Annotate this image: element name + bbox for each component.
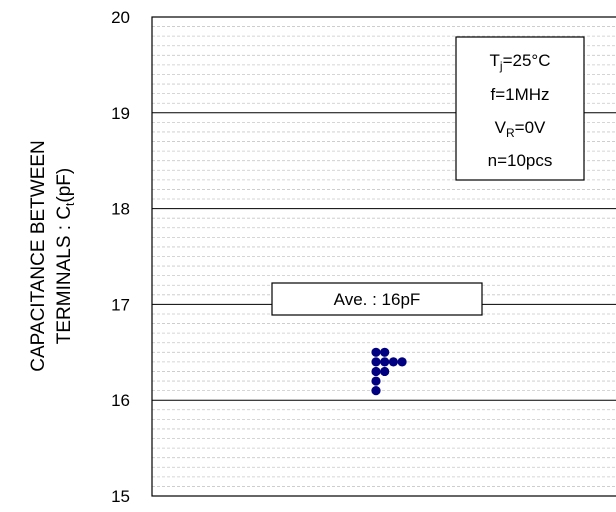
junction-temperature: Tj=25°C xyxy=(490,51,551,73)
y-axis-label-line2: TERMINALS : Ct(pF) xyxy=(54,168,77,344)
data-point xyxy=(371,347,381,357)
average-box: Ave. : 16pF xyxy=(271,282,483,316)
data-point xyxy=(371,366,381,377)
data-point xyxy=(371,357,381,367)
conditions-box: Tj=25°C f=1MHz VR=0V n=10pcs xyxy=(455,36,585,181)
reverse-voltage: VR=0V xyxy=(495,118,546,140)
data-point xyxy=(371,386,381,396)
data-point xyxy=(388,357,398,367)
y-tick-label: 20 xyxy=(111,8,130,27)
y-axis-label-line1: CAPACITANCE BETWEEN xyxy=(28,140,49,372)
y-tick-label: 18 xyxy=(111,200,130,219)
y-tick-label: 16 xyxy=(111,391,130,410)
test-frequency: f=1MHz xyxy=(490,85,549,104)
data-point xyxy=(371,376,381,386)
y-tick-label: 19 xyxy=(111,104,130,123)
y-tick-label: 15 xyxy=(111,487,130,506)
y-tick-labels: 15 16 17 18 19 20 xyxy=(111,8,130,506)
data-point xyxy=(397,357,407,367)
plot-frame xyxy=(151,16,616,497)
data-point xyxy=(380,357,390,367)
y-tick-label: 17 xyxy=(111,295,130,314)
conditions-box-frame xyxy=(455,36,585,181)
sample-count: n=10pcs xyxy=(488,151,553,170)
data-point xyxy=(380,366,390,377)
average-box-frame xyxy=(271,282,483,316)
data-points xyxy=(371,347,407,396)
average-label: Ave. : 16pF xyxy=(334,290,421,309)
data-point xyxy=(380,347,390,357)
